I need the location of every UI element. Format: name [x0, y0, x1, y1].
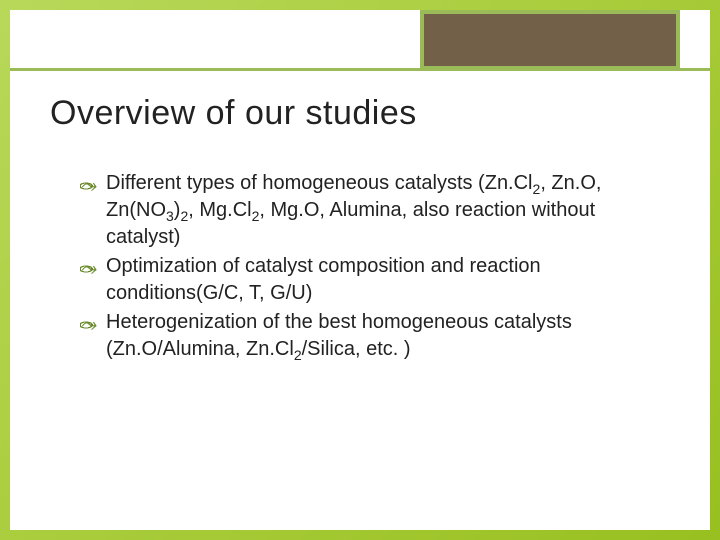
bullet-item: ⤳ Heterogenization of the best homogeneo…: [80, 309, 650, 363]
bullet-marker-icon: ⤳: [80, 256, 96, 283]
slide-canvas: Overview of our studies ⤳ Different type…: [10, 10, 710, 530]
accent-box-inner: [424, 14, 676, 66]
bullet-marker-icon: ⤳: [80, 173, 96, 200]
bullet-text: Optimization of catalyst composition and…: [106, 255, 541, 304]
accent-box: [420, 10, 680, 70]
slide-content: ⤳ Different types of homogeneous catalys…: [80, 170, 650, 365]
bullet-item: ⤳ Different types of homogeneous catalys…: [80, 170, 650, 251]
slide-background: Overview of our studies ⤳ Different type…: [0, 0, 720, 540]
slide-title: Overview of our studies: [50, 94, 417, 133]
bullet-text: Different types of homogeneous catalysts…: [106, 172, 601, 248]
bullet-marker-icon: ⤳: [80, 312, 96, 339]
bullet-item: ⤳ Optimization of catalyst composition a…: [80, 253, 650, 307]
bullet-text: Heterogenization of the best homogeneous…: [106, 311, 572, 360]
